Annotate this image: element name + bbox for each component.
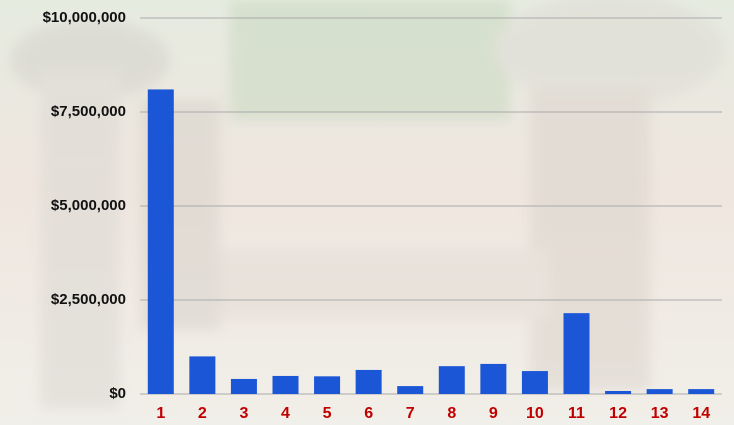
x-tick-label: 7: [406, 405, 415, 422]
bar: [147, 89, 174, 394]
bar: [480, 363, 507, 394]
y-tick-label: $5,000,000: [51, 197, 126, 214]
bar: [314, 376, 341, 394]
x-tick-label: 10: [526, 405, 544, 422]
bar: [355, 369, 382, 394]
bar: [688, 389, 715, 394]
bar: [646, 389, 673, 394]
x-tick-label: 12: [609, 405, 627, 422]
x-tick-label: 8: [447, 405, 456, 422]
x-tick-label: 14: [692, 405, 710, 422]
bar: [397, 386, 424, 394]
y-tick-label: $7,500,000: [51, 103, 126, 120]
x-tick-label: 1: [156, 405, 165, 422]
bar: [605, 390, 632, 394]
y-tick-label: $10,000,000: [43, 9, 126, 26]
bar: [189, 356, 216, 394]
x-tick-label: 11: [568, 405, 585, 422]
bar: [272, 375, 299, 394]
y-tick-label: $0: [109, 385, 126, 402]
bar: [563, 313, 590, 394]
bar: [230, 378, 257, 394]
x-tick-label: 4: [281, 405, 290, 422]
bar: [521, 371, 548, 394]
x-tick-label: 2: [198, 405, 207, 422]
x-tick-label: 3: [239, 405, 248, 422]
x-tick-label: 6: [364, 405, 373, 422]
bar: [438, 366, 465, 394]
x-tick-label: 13: [651, 405, 669, 422]
y-tick-label: $2,500,000: [51, 291, 126, 308]
x-tick-label: 5: [323, 405, 332, 422]
x-tick-label: 9: [489, 405, 498, 422]
